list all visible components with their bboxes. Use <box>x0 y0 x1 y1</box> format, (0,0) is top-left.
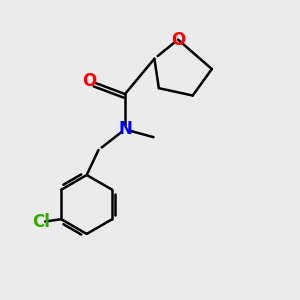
Text: Cl: Cl <box>32 213 50 231</box>
Text: N: N <box>118 120 132 138</box>
Text: O: O <box>82 72 97 90</box>
Text: O: O <box>171 31 185 49</box>
